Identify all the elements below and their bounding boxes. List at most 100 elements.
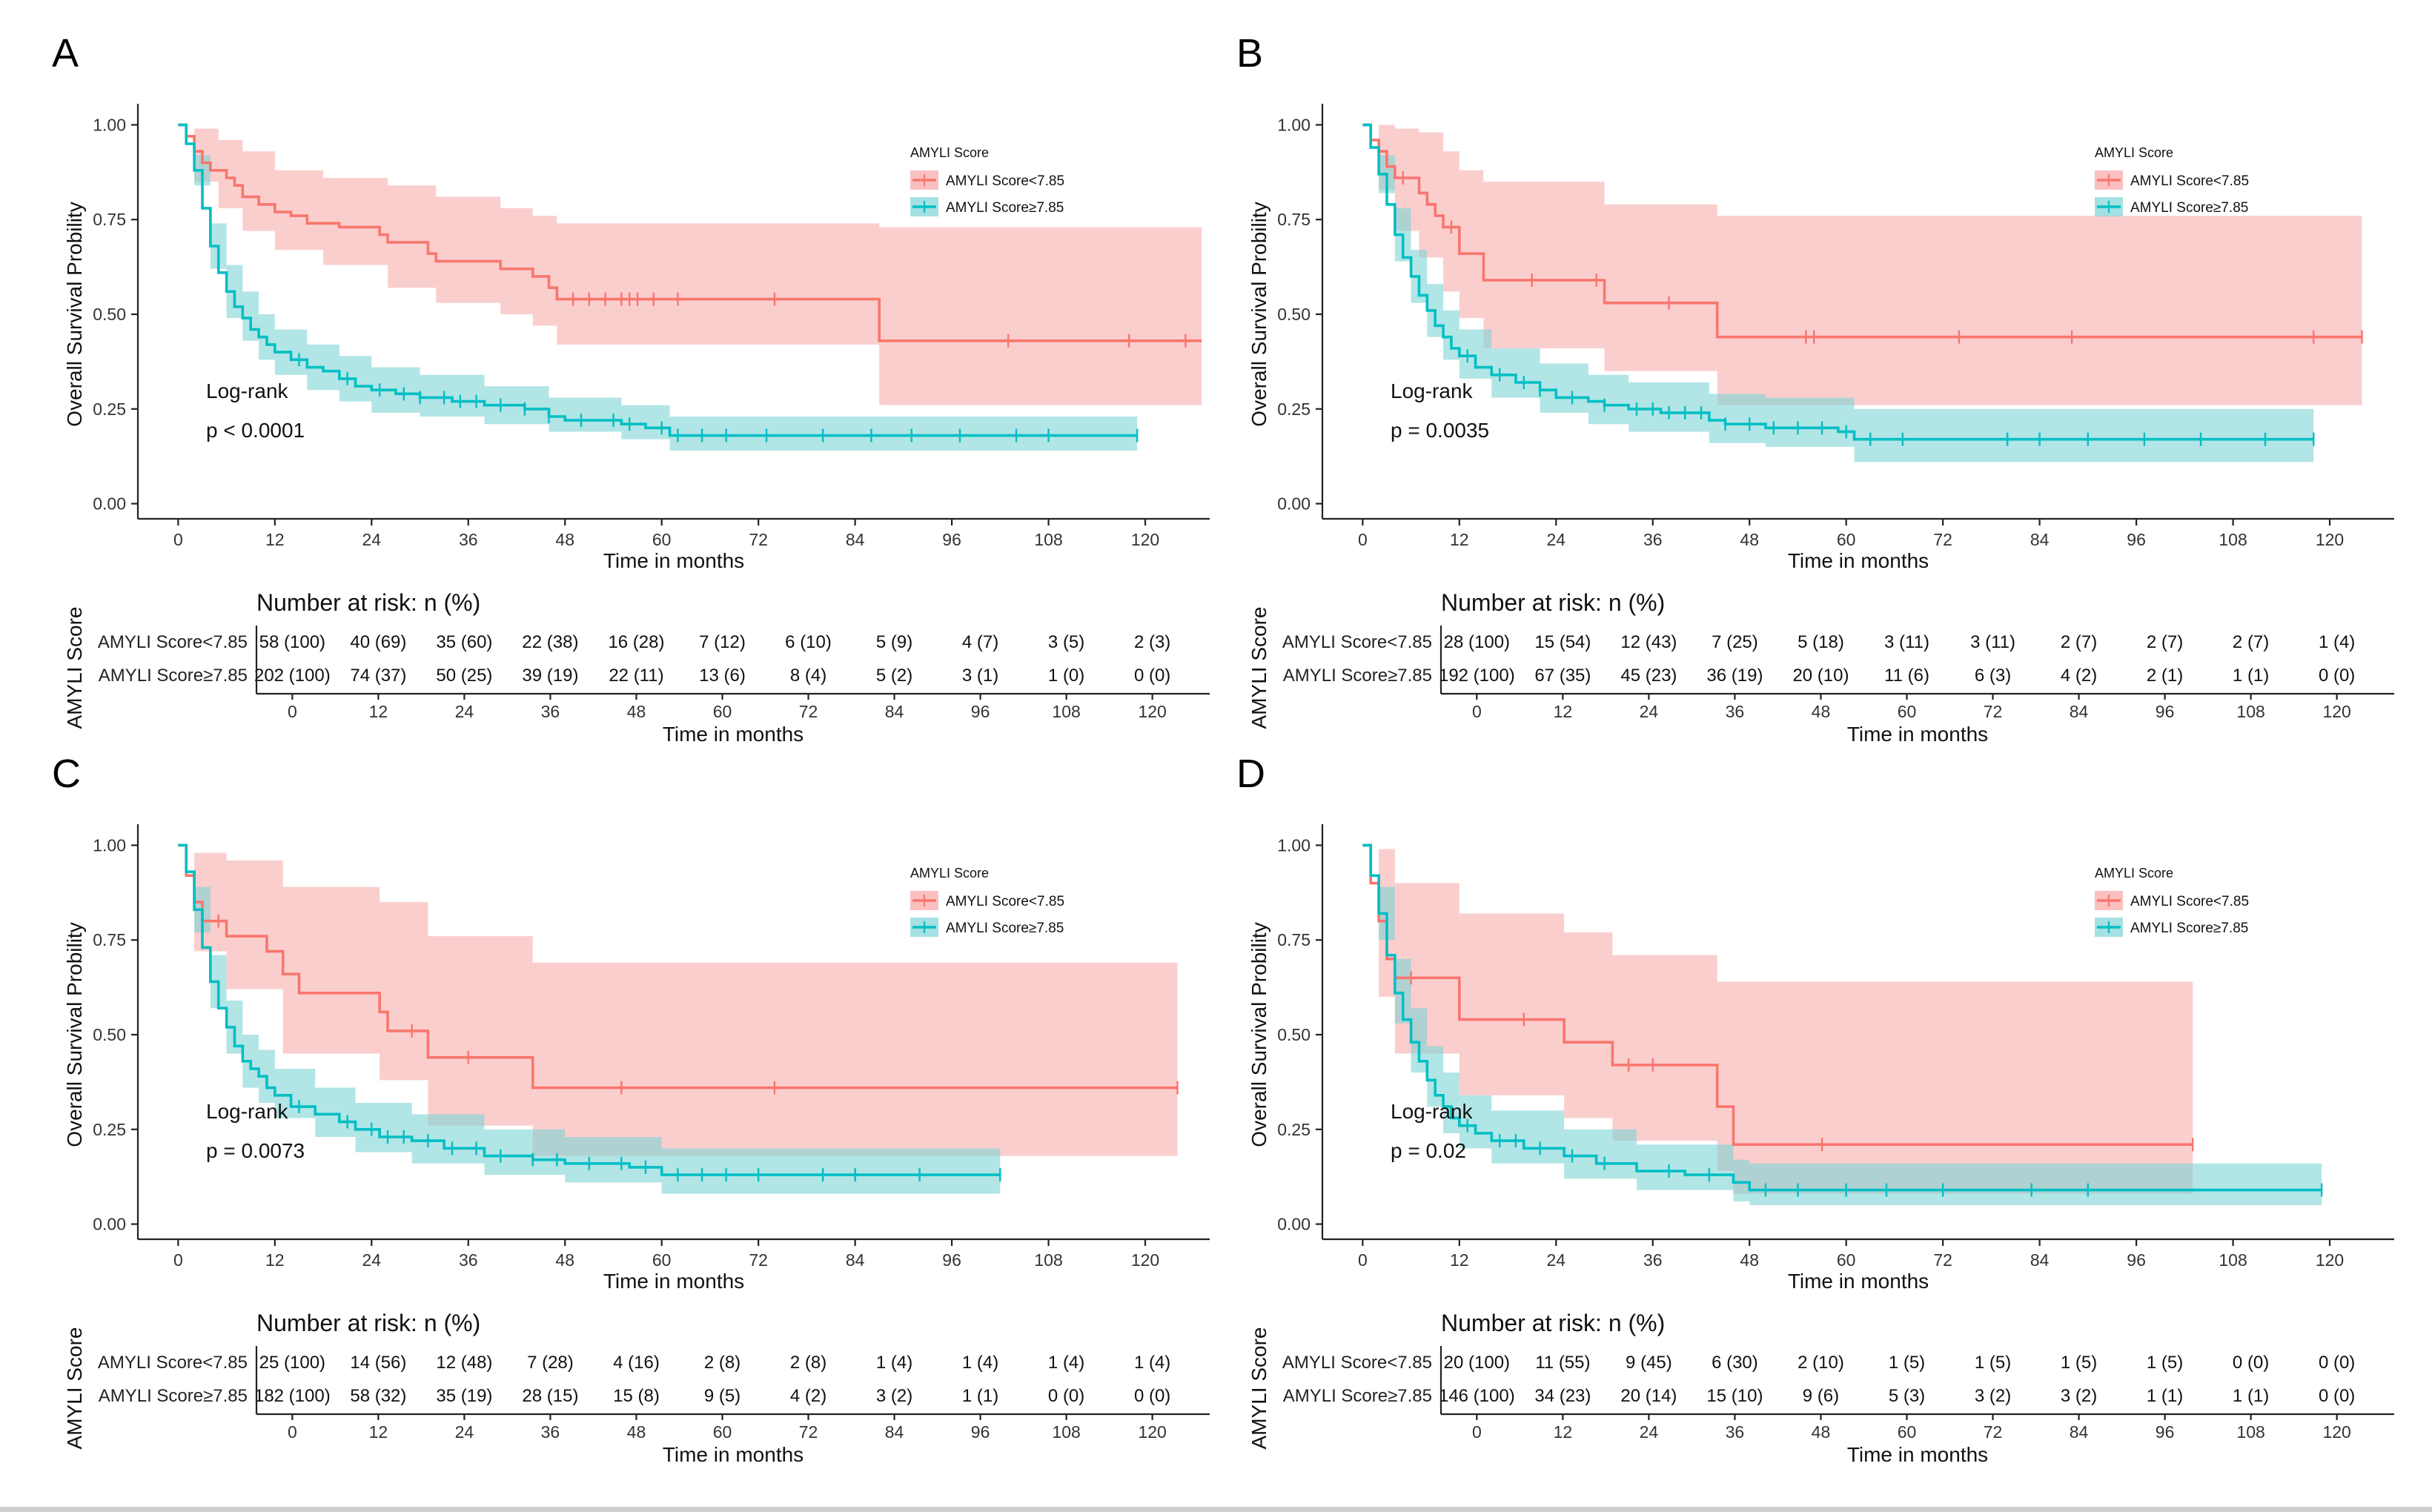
risk-cell: 3 (5)	[1048, 632, 1084, 652]
risk-cell: 1 (1)	[2147, 1386, 2183, 1406]
risk-cell: 7 (25)	[1712, 632, 1758, 652]
risk-cell: 6 (10)	[785, 632, 832, 652]
bottom-rule	[0, 1507, 2432, 1512]
x-tick-label: 0	[1358, 1250, 1368, 1270]
x-tick-label: 24	[1546, 530, 1565, 549]
risk-x-tick-label: 12	[1554, 702, 1573, 721]
risk-cell: 4 (7)	[962, 632, 998, 652]
risk-x-axis-title: Time in months	[663, 1443, 804, 1466]
risk-cell: 4 (16)	[613, 1353, 660, 1373]
risk-x-tick-label: 0	[1472, 702, 1482, 721]
x-tick-label: 60	[1837, 530, 1856, 549]
risk-table-ylabel: AMYLI Score	[63, 1327, 86, 1450]
risk-cell: 3 (11)	[1970, 632, 2015, 652]
risk-row-label-low-score: AMYLI Score<7.85	[98, 1353, 248, 1373]
risk-cell: 13 (6)	[699, 666, 746, 686]
logrank-pvalue: p = 0.0035	[1391, 419, 1489, 442]
risk-cell: 0 (0)	[2319, 1353, 2355, 1373]
ci-band-low-score	[1362, 125, 2362, 405]
risk-x-tick-label: 120	[2322, 702, 2350, 721]
risk-x-tick-label: 24	[1640, 702, 1659, 721]
x-tick-label: 36	[459, 1250, 478, 1270]
risk-cell: 5 (3)	[1889, 1386, 1925, 1406]
risk-cell: 36 (19)	[1706, 666, 1763, 686]
risk-row-label-high-score: AMYLI Score≥7.85	[99, 1386, 248, 1406]
risk-x-tick-label: 36	[1726, 1422, 1745, 1442]
logrank-label: Log-rank	[1391, 1100, 1474, 1123]
risk-cell: 40 (69)	[350, 632, 406, 652]
risk-x-axis-title: Time in months	[1847, 723, 1988, 746]
y-axis-title: Overall Survival Probility	[63, 202, 86, 426]
legend-entry: AMYLI Score<7.85	[2130, 894, 2249, 909]
x-tick-label: 120	[1131, 1250, 1159, 1270]
legend-entry: AMYLI Score<7.85	[946, 894, 1064, 909]
logrank-pvalue: p < 0.0001	[206, 419, 305, 442]
survival-curve-high-score	[1362, 843, 2322, 1192]
ci-band-high-score	[1362, 845, 2322, 1205]
risk-x-tick-label: 48	[1812, 1422, 1831, 1442]
x-tick-label: 48	[1740, 530, 1759, 549]
x-tick-label: 72	[749, 530, 768, 549]
legend-entry: AMYLI Score≥7.85	[946, 921, 1064, 936]
x-tick-label: 84	[846, 1250, 865, 1270]
risk-cell: 0 (0)	[1048, 1386, 1084, 1406]
risk-cell: 22 (11)	[609, 666, 663, 686]
legend-entry: AMYLI Score<7.85	[946, 173, 1064, 189]
risk-x-axis-title: Time in months	[663, 723, 804, 746]
y-tick-label: 0.00	[93, 494, 126, 514]
risk-cell: 20 (100)	[1444, 1353, 1510, 1373]
x-tick-label: 108	[2219, 530, 2247, 549]
ci-band-low-score	[178, 845, 1178, 1156]
risk-x-tick-label: 60	[713, 1422, 732, 1442]
y-tick-label: 0.25	[93, 1120, 126, 1139]
panel-c: C 0.00 0.25 0.50 0.75 1.00 0 12 24 36 48 60 72 84 96 10…	[52, 752, 1210, 1466]
risk-x-tick-label: 36	[541, 1422, 560, 1442]
risk-x-axis-title: Time in months	[1847, 1443, 1988, 1466]
x-tick-label: 120	[2316, 530, 2344, 549]
risk-table-title: Number at risk: n (%)	[1441, 589, 1665, 616]
risk-cell: 15 (8)	[613, 1386, 660, 1406]
survival-curve-low-score	[178, 123, 1202, 342]
risk-cell: 1 (4)	[962, 1353, 998, 1373]
x-tick-label: 12	[265, 530, 285, 549]
legend-entry: AMYLI Score≥7.85	[946, 200, 1064, 216]
risk-cell: 0 (0)	[1134, 1386, 1170, 1406]
risk-x-tick-label: 120	[2322, 1422, 2350, 1442]
risk-cell: 2 (8)	[790, 1353, 826, 1373]
risk-table-ylabel: AMYLI Score	[1248, 1327, 1270, 1450]
risk-cell: 0 (0)	[2319, 666, 2355, 686]
risk-row-label-low-score: AMYLI Score<7.85	[1282, 1353, 1432, 1373]
legend-entry: AMYLI Score≥7.85	[2130, 921, 2248, 936]
legend-title: AMYLI Score	[2095, 866, 2173, 881]
risk-cell: 3 (11)	[1884, 632, 1929, 652]
risk-cell: 0 (0)	[2319, 1386, 2355, 1406]
x-tick-label: 84	[2030, 1250, 2050, 1270]
panel-d: D 0.00 0.25 0.50 0.75 1.00 0 12 24 36 48 60 72 84 96 10…	[1236, 752, 2394, 1466]
x-tick-label: 48	[555, 1250, 574, 1270]
risk-cell: 25 (100)	[259, 1353, 325, 1373]
risk-cell: 3 (2)	[876, 1386, 912, 1406]
risk-cell: 2 (7)	[2061, 632, 2097, 652]
risk-cell: 192 (100)	[1439, 666, 1515, 686]
risk-cell: 11 (6)	[1884, 666, 1929, 686]
x-tick-label: 60	[652, 1250, 672, 1270]
risk-x-tick-label: 120	[1138, 1422, 1166, 1442]
risk-row-label-high-score: AMYLI Score≥7.85	[1283, 666, 1432, 686]
x-tick-label: 108	[1034, 530, 1062, 549]
risk-table-title: Number at risk: n (%)	[256, 1310, 480, 1336]
risk-x-tick-label: 108	[2236, 1422, 2264, 1442]
risk-cell: 12 (43)	[1620, 632, 1677, 652]
risk-x-tick-label: 108	[2236, 702, 2264, 721]
legend-title: AMYLI Score	[910, 866, 989, 881]
ci-band-high-score	[178, 845, 1001, 1194]
risk-x-tick-label: 60	[1898, 1422, 1917, 1442]
x-axis-title: Time in months	[1788, 549, 1929, 572]
risk-table-title: Number at risk: n (%)	[1441, 1310, 1665, 1336]
risk-cell: 5 (9)	[876, 632, 912, 652]
risk-x-tick-label: 96	[971, 702, 990, 721]
y-tick-label: 0.50	[1277, 1025, 1311, 1044]
y-tick-label: 0.25	[1277, 1120, 1311, 1139]
y-tick-label: 0.50	[93, 1025, 126, 1044]
risk-cell: 3 (2)	[1975, 1386, 2011, 1406]
x-axis-title: Time in months	[1788, 1270, 1929, 1293]
